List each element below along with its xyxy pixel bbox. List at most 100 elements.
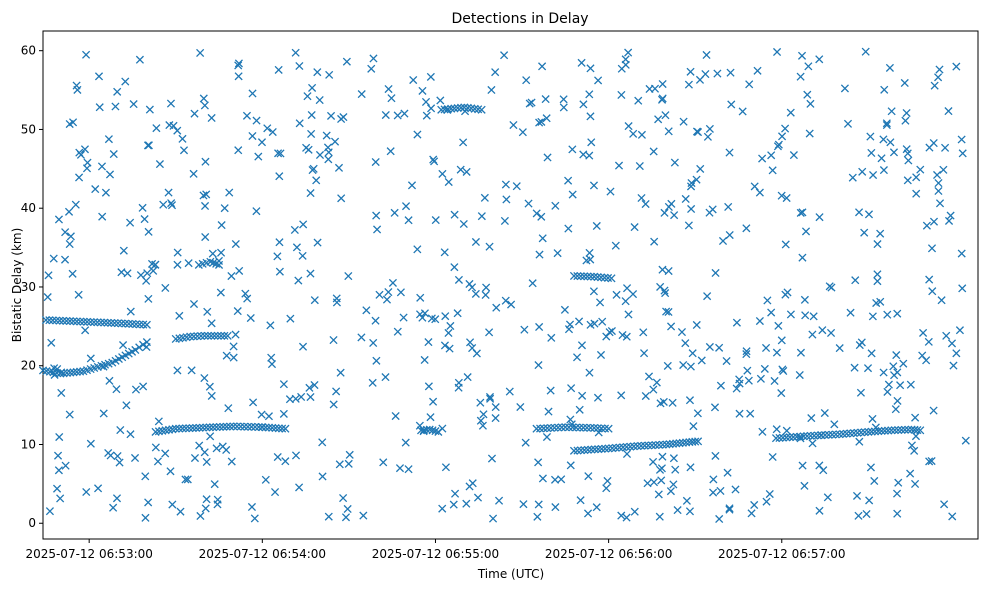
data-point <box>658 94 667 103</box>
data-point <box>684 80 693 89</box>
data-point <box>318 438 327 447</box>
data-point <box>584 472 593 481</box>
data-point <box>705 208 714 217</box>
data-point <box>203 307 212 316</box>
data-point <box>840 84 849 93</box>
data-point <box>568 145 577 154</box>
data-point <box>500 51 509 60</box>
data-point <box>68 118 78 127</box>
data-point <box>658 265 667 274</box>
data-point <box>477 105 486 114</box>
data-point <box>190 109 199 118</box>
data-point <box>801 227 811 236</box>
data-point <box>767 151 776 160</box>
data-point <box>231 330 240 339</box>
data-point <box>292 243 301 252</box>
data-point <box>803 90 812 99</box>
data-point <box>824 430 833 439</box>
data-point <box>745 80 754 89</box>
data-point <box>846 308 855 317</box>
data-point <box>129 100 138 109</box>
data-point <box>648 457 658 466</box>
data-point <box>281 457 290 466</box>
data-point <box>199 191 208 200</box>
data-point <box>144 227 153 236</box>
data-point <box>86 317 95 327</box>
data-point <box>453 104 462 113</box>
data-point <box>547 333 556 342</box>
data-point <box>718 236 728 246</box>
data-point <box>212 444 221 453</box>
data-point <box>440 248 449 257</box>
data-point <box>902 108 911 118</box>
data-point <box>166 467 175 476</box>
data-point <box>54 466 63 475</box>
data-point <box>61 461 70 470</box>
data-point <box>416 293 425 302</box>
data-point <box>617 391 626 400</box>
data-point <box>235 266 244 275</box>
data-point <box>670 211 679 220</box>
data-point <box>107 318 116 327</box>
data-point <box>667 322 676 331</box>
data-point <box>564 176 573 185</box>
data-point <box>332 387 341 396</box>
y-tick-label: 0 <box>28 516 36 530</box>
data-point <box>594 428 603 437</box>
data-point <box>575 405 584 414</box>
data-point <box>587 138 596 147</box>
data-point <box>275 238 284 247</box>
data-point <box>274 424 283 433</box>
data-point <box>672 439 681 448</box>
data-point <box>113 87 122 96</box>
data-point <box>709 475 718 484</box>
data-point <box>897 425 906 434</box>
data-point <box>95 103 104 112</box>
data-point <box>543 153 552 162</box>
data-point <box>393 327 402 336</box>
data-point <box>860 228 869 237</box>
data-point <box>196 48 205 58</box>
data-point <box>922 221 931 230</box>
data-point <box>126 307 135 316</box>
data-point <box>755 188 764 197</box>
data-point <box>254 423 263 432</box>
data-point <box>658 440 667 449</box>
data-point <box>53 451 63 460</box>
data-point <box>961 436 970 445</box>
data-point <box>97 162 107 171</box>
data-point <box>578 391 587 400</box>
data-point <box>603 273 613 283</box>
data-point <box>553 249 562 258</box>
data-point <box>54 215 64 224</box>
y-tick-label: 20 <box>21 359 36 373</box>
data-point <box>451 489 460 498</box>
data-point <box>94 484 103 493</box>
data-point <box>934 186 943 196</box>
data-point <box>472 349 481 358</box>
data-point <box>186 332 195 341</box>
data-point <box>536 424 545 433</box>
data-point <box>911 479 920 489</box>
data-point <box>617 64 626 73</box>
data-point <box>532 424 541 433</box>
data-point <box>650 84 660 93</box>
data-point <box>208 249 217 258</box>
data-point <box>775 433 784 443</box>
data-point <box>281 424 290 433</box>
data-point <box>685 396 695 405</box>
data-point <box>486 394 495 403</box>
data-point <box>471 237 480 247</box>
data-point <box>675 439 684 448</box>
data-point <box>399 313 408 322</box>
data-point <box>538 234 547 243</box>
data-point <box>815 213 824 222</box>
data-point <box>315 150 325 160</box>
data-point <box>893 509 902 518</box>
data-point <box>215 422 224 431</box>
data-point <box>579 423 588 432</box>
data-point <box>243 294 252 303</box>
data-point <box>694 437 703 446</box>
data-point <box>705 124 714 133</box>
data-points <box>38 47 970 524</box>
